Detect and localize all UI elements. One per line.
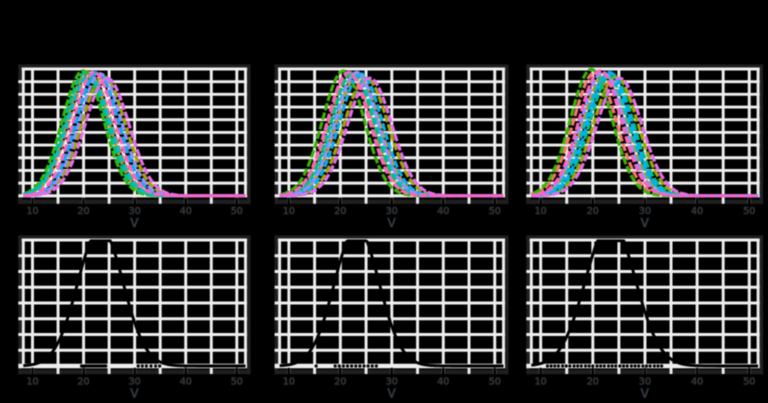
- x-tick-label: 50: [743, 206, 755, 217]
- x-tick-label: 10: [283, 377, 295, 388]
- vertical-gridlines: [287, 240, 497, 374]
- x-axis-title: V: [387, 387, 396, 401]
- vertical-gridlines: [31, 240, 239, 374]
- curve-pooled-density: [279, 239, 504, 368]
- x-tick-label: 20: [334, 206, 346, 217]
- panel-bottom-left: 10 20 30 40 50 V: [18, 235, 251, 401]
- curve-sim-3: [531, 75, 759, 198]
- curve-sim-10: [279, 70, 504, 198]
- x-tick-label: 20: [78, 206, 90, 217]
- curves: [279, 69, 504, 198]
- panel-top-left: 10 20 30 40 50 V: [18, 64, 251, 231]
- curves: [279, 239, 504, 368]
- x-axis-title: V: [130, 216, 139, 230]
- x-tick-label: 40: [691, 206, 703, 217]
- x-axis-ticks: [287, 367, 497, 375]
- horizontal-gridlines: [274, 238, 506, 369]
- x-axis-title: V: [130, 387, 139, 401]
- x-tick-labels: 10 20 30 40 50: [534, 205, 756, 218]
- curves: [23, 239, 246, 368]
- curve-sim-1: [530, 70, 759, 198]
- x-tick-label: 50: [489, 206, 501, 217]
- x-tick-label: 50: [489, 377, 501, 388]
- x-tick-label: 40: [180, 377, 192, 388]
- panel-bottom-right: 10 20 30 40 50 V: [526, 235, 764, 401]
- x-tick-label: 20: [587, 377, 599, 388]
- x-tick-label: 10: [26, 377, 38, 388]
- x-tick-label: 20: [334, 377, 346, 388]
- x-axis-title: V: [641, 216, 650, 230]
- x-axis-title: V: [641, 387, 650, 401]
- x-tick-labels: 10 20 30 40 50: [282, 376, 502, 389]
- x-tick-label: 30: [129, 377, 141, 388]
- x-tick-label: 40: [437, 377, 449, 388]
- x-tick-label: 30: [386, 377, 398, 388]
- x-tick-label: 50: [743, 377, 755, 388]
- x-tick-labels: 10 20 30 40 50: [534, 376, 756, 389]
- x-tick-labels: 10 20 30 40 50: [282, 205, 502, 218]
- curve-sim-8: [279, 70, 504, 198]
- vertical-gridlines: [539, 240, 751, 374]
- x-tick-label: 20: [587, 206, 599, 217]
- curve-sim-4: [530, 67, 759, 198]
- x-axis-ticks: [287, 197, 497, 205]
- x-tick-label: 30: [639, 377, 651, 388]
- x-tick-label: 30: [129, 206, 141, 217]
- x-tick-label: 10: [535, 206, 547, 217]
- x-tick-label: 20: [78, 377, 90, 388]
- rug-points: [545, 364, 664, 368]
- rug-points: [79, 364, 162, 368]
- x-tick-label: 30: [639, 206, 651, 217]
- x-axis-ticks: [31, 197, 239, 205]
- curve-sim-9: [23, 76, 246, 198]
- x-tick-label: 10: [283, 206, 295, 217]
- curves: [531, 239, 759, 368]
- x-tick-label: 50: [231, 377, 243, 388]
- x-axis-ticks: [539, 197, 751, 205]
- x-tick-label: 10: [26, 206, 38, 217]
- curve-pooled-density: [531, 239, 759, 368]
- curves: [22, 69, 246, 198]
- panel-top-middle: 10 20 30 40 50 V: [274, 64, 509, 231]
- x-tick-labels: 10 20 30 40 50: [26, 205, 244, 218]
- horizontal-gridlines: [18, 238, 248, 369]
- x-tick-label: 10: [535, 377, 547, 388]
- x-axis-title: V: [387, 216, 396, 230]
- curve-sim-10: [531, 69, 759, 198]
- panel-top-right: 10 20 30 40 50 V: [526, 64, 764, 231]
- x-axis-ticks: [31, 367, 239, 375]
- x-tick-label: 50: [231, 206, 243, 217]
- x-tick-label: 40: [691, 377, 703, 388]
- x-tick-labels: 10 20 30 40 50: [26, 376, 244, 389]
- curves: [530, 67, 759, 198]
- curve-sim-10: [23, 70, 246, 198]
- curve-pooled-density: [23, 239, 246, 368]
- x-tick-label: 30: [386, 206, 398, 217]
- panel-bottom-middle: 10 20 30 40 50 V: [274, 235, 509, 401]
- x-axis-ticks: [539, 367, 751, 375]
- rug-points: [314, 364, 378, 368]
- x-tick-label: 40: [437, 206, 449, 217]
- x-tick-label: 40: [180, 206, 192, 217]
